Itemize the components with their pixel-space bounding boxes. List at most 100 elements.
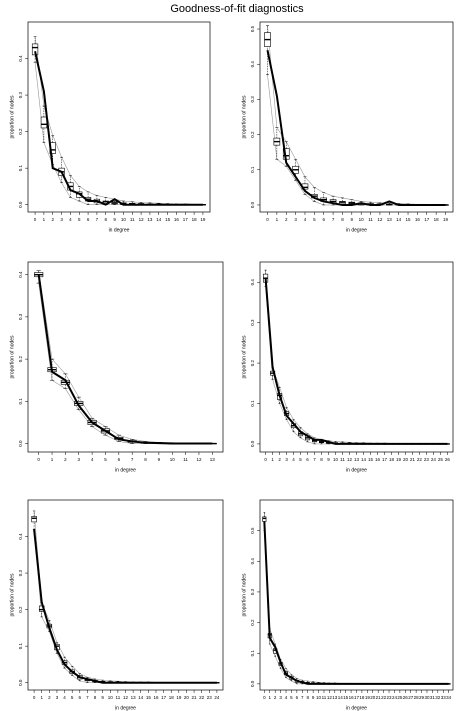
x-tick-label: 10 [359,217,365,222]
bound-line [65,388,80,410]
bound-line [276,158,287,167]
x-tick-label: 13 [147,217,153,222]
x-tick-label: 8 [104,217,107,222]
x-tick-label: 27 [408,695,414,700]
x-tick-label: 17 [161,695,167,700]
x-tick-label: 14 [156,217,162,222]
observed-line [264,278,448,445]
x-tick-label: 2 [278,457,281,462]
x-tick-label: 28 [414,695,420,700]
y-tick-label: 0.1 [250,650,255,657]
bound-line [91,417,106,427]
bound-line [52,135,62,158]
bound-line [102,679,111,682]
bound-line [94,678,103,681]
bound-line [71,666,81,674]
bound-line [285,166,296,181]
x-tick-label: 23 [207,695,213,700]
y-tick-label: 0.0 [18,440,23,447]
x-tick-label: 21 [376,695,382,700]
x-tick-label: 22 [199,695,205,700]
bound-line [34,62,45,143]
x-tick-label: 9 [351,217,354,222]
x-tick-label: 24 [392,695,398,700]
bound-line [286,407,294,420]
x-tick-label: 16 [174,217,180,222]
y-axis-label: proportion of nodes [9,95,15,139]
x-axis-label: in degree [346,705,367,711]
bound-line [105,434,119,442]
x-tick-label: 10 [170,457,176,462]
x-tick-label: 4 [69,217,72,222]
bound-line [333,195,343,199]
plot-frame [259,499,454,691]
y-tick-label: 0.4 [18,271,23,278]
bound-line [70,175,80,187]
x-tick-label: 34 [446,695,452,700]
x-tick-label: 0 [264,457,267,462]
x-tick-label: 6 [79,695,82,700]
x-tick-label: 1 [43,217,46,222]
x-tick-label: 18 [359,695,365,700]
bound-line [313,681,319,683]
x-tick-label: 11 [116,695,121,700]
plot-frame [27,21,211,213]
x-tick-label: 6 [296,695,299,700]
x-tick-label: 7 [96,217,99,222]
panel: 0.00.10.20.30.40 1 2 3 4 5 6 7 8 9 10 11 12 13 14 15 16 1… [9,21,211,233]
x-tick-label: 15 [343,695,349,700]
x-axis-label: in degree [115,705,136,711]
bound-line [118,441,133,444]
y-tick-label: 0.0 [250,680,255,687]
bound-line [300,437,308,443]
y-tick-label: 0.4 [250,558,255,565]
x-tick-label: 12 [139,217,145,222]
plot-frame [27,261,224,453]
y-tick-label: 0.3 [18,313,23,320]
x-tick-label: 2 [285,217,288,222]
bound-line [51,358,66,375]
x-tick-label: 5 [290,695,293,700]
bound-line [342,197,352,200]
x-tick-label: 10 [121,217,127,222]
x-tick-label: 17 [183,217,189,222]
bound-line [274,656,281,669]
bound-line [307,680,314,683]
y-tick-label: 0.4 [250,279,255,286]
panel: 0.00.10.20.30.40.50 1 2 3 4 5 6 7 8 9 10 11 12 13 14 15… [241,21,454,233]
x-tick-label: 7 [131,457,134,462]
y-tick-label: 0.0 [18,201,23,208]
x-tick-label: 8 [320,457,323,462]
x-tick-label: 7 [301,695,304,700]
x-tick-label: 1 [269,695,272,700]
x-tick-label: 4 [285,695,288,700]
x-tick-label: 17 [424,217,430,222]
y-tick-label: 0.3 [18,91,23,98]
y-tick-label: 0.2 [18,128,23,135]
x-tick-label: 15 [146,695,152,700]
x-tick-label: 13 [131,695,137,700]
x-axis-label: in degree [346,467,367,473]
y-axis-label: proportion of nodes [9,573,15,617]
x-tick-label: 18 [434,217,440,222]
x-tick-label: 1 [51,457,54,462]
x-tick-label: 22 [417,457,423,462]
x-tick-label: 13 [387,217,393,222]
bound-line [70,197,80,202]
bound-line [118,434,133,440]
x-tick-label: 33 [441,695,447,700]
x-tick-label: 8 [341,217,344,222]
x-tick-label: 6 [322,217,325,222]
x-tick-label: 19 [365,695,371,700]
x-tick-label: 1 [40,695,43,700]
bound-line [269,643,276,657]
y-tick-label: 0.1 [18,165,23,172]
bound-line [51,379,66,389]
x-tick-label: 11 [130,217,135,222]
x-tick-label: 15 [406,217,412,222]
x-tick-label: 2 [51,217,54,222]
x-tick-label: 25 [397,695,403,700]
x-tick-label: 14 [338,695,344,700]
observed-line [263,521,449,685]
y-tick-label: 0.3 [250,588,255,595]
